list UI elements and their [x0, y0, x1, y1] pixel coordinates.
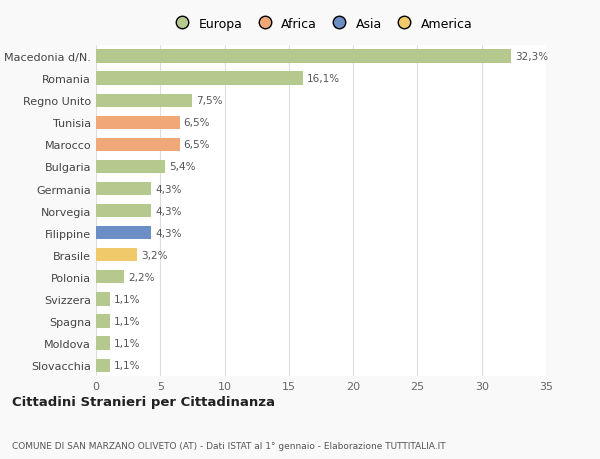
Text: 1,1%: 1,1%: [114, 338, 140, 348]
Text: 5,4%: 5,4%: [169, 162, 196, 172]
Bar: [96, 359, 110, 372]
Text: COMUNE DI SAN MARZANO OLIVETO (AT) - Dati ISTAT al 1° gennaio - Elaborazione TUT: COMUNE DI SAN MARZANO OLIVETO (AT) - Dat…: [12, 441, 446, 450]
Text: 6,5%: 6,5%: [184, 140, 210, 150]
Bar: [96, 73, 303, 85]
Bar: [96, 205, 151, 218]
Text: 1,1%: 1,1%: [114, 294, 140, 304]
Text: 3,2%: 3,2%: [141, 250, 167, 260]
Text: 4,3%: 4,3%: [155, 206, 182, 216]
Text: 1,1%: 1,1%: [114, 316, 140, 326]
Bar: [96, 293, 110, 306]
Text: 4,3%: 4,3%: [155, 228, 182, 238]
Legend: Europa, Africa, Asia, America: Europa, Africa, Asia, America: [167, 15, 475, 33]
Bar: [96, 271, 124, 284]
Bar: [96, 183, 151, 196]
Text: 32,3%: 32,3%: [515, 52, 548, 62]
Text: Cittadini Stranieri per Cittadinanza: Cittadini Stranieri per Cittadinanza: [12, 396, 275, 409]
Bar: [96, 117, 179, 129]
Text: 6,5%: 6,5%: [184, 118, 210, 128]
Bar: [96, 50, 511, 63]
Bar: [96, 337, 110, 350]
Bar: [96, 315, 110, 328]
Bar: [96, 95, 193, 107]
Text: 1,1%: 1,1%: [114, 360, 140, 370]
Text: 16,1%: 16,1%: [307, 74, 340, 84]
Bar: [96, 227, 151, 240]
Text: 2,2%: 2,2%: [128, 272, 155, 282]
Bar: [96, 161, 166, 174]
Text: 4,3%: 4,3%: [155, 184, 182, 194]
Bar: [96, 249, 137, 262]
Bar: [96, 139, 179, 151]
Text: 7,5%: 7,5%: [196, 96, 223, 106]
